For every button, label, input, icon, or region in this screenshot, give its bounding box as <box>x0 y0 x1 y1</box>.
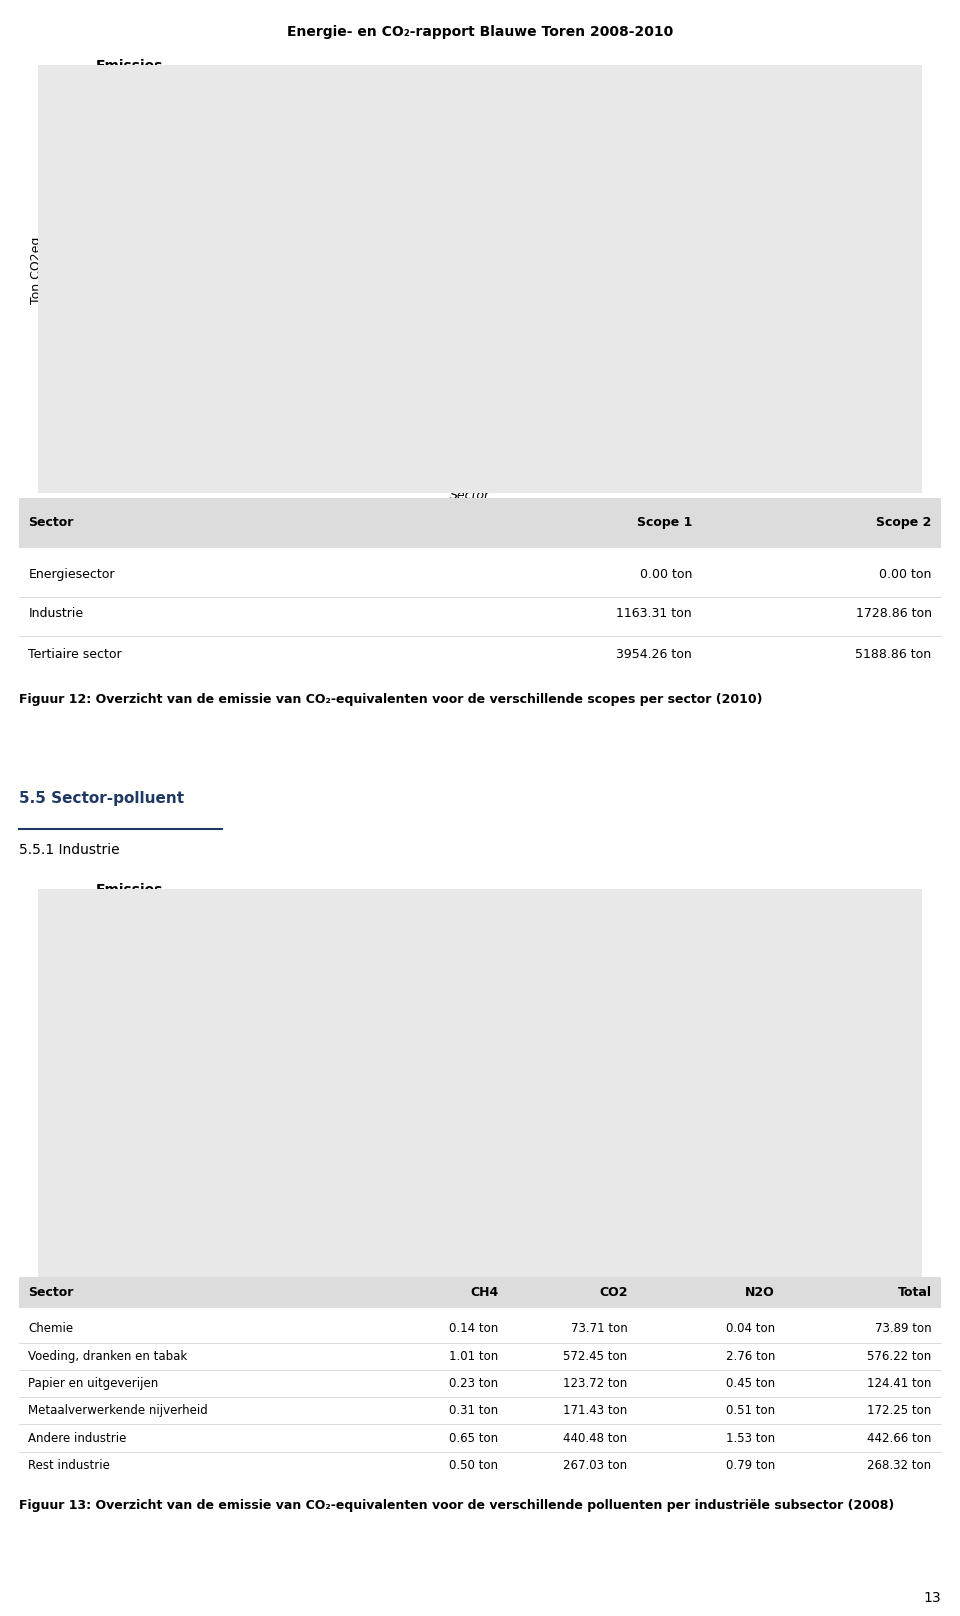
Text: 123.72 ton: 123.72 ton <box>564 1377 628 1390</box>
Bar <box>435 1147 459 1204</box>
Text: Andere industrie: Andere industrie <box>603 1225 690 1235</box>
Text: Metaalverwerkende nijverheid: Metaalverwerkende nijverheid <box>29 1404 208 1417</box>
Bar <box>388 1147 412 1204</box>
Text: 2.76 ton: 2.76 ton <box>726 1349 775 1362</box>
Text: Figuur 13: Overzicht van de emissie van CO₂-equivalenten voor de verschillende p: Figuur 13: Overzicht van de emissie van … <box>19 1500 895 1513</box>
X-axis label: Sector: Sector <box>450 1243 491 1256</box>
Text: N2O: N2O <box>745 1286 775 1299</box>
Text: 0.65 ton: 0.65 ton <box>449 1432 498 1445</box>
Bar <box>470 359 559 461</box>
Bar <box>271 941 295 1204</box>
Bar <box>154 1170 177 1204</box>
Bar <box>635 226 723 461</box>
Text: 3954.26 ton: 3954.26 ton <box>616 648 692 661</box>
Text: 5.5.1 Industrie: 5.5.1 Industrie <box>19 842 120 856</box>
Text: 0.14 ton: 0.14 ton <box>449 1322 498 1335</box>
Text: 267.03 ton: 267.03 ton <box>564 1459 628 1472</box>
Text: Figuur 12: Overzicht van de emissie van CO₂-equivalenten voor de verschillende s: Figuur 12: Overzicht van de emissie van … <box>19 693 762 706</box>
Legend: CH4, CO2, N2O, Total: CH4, CO2, N2O, Total <box>641 911 716 992</box>
Bar <box>787 1081 811 1204</box>
Text: Scope 2: Scope 2 <box>876 516 931 528</box>
Bar <box>740 1081 764 1204</box>
Text: Rest industrie: Rest industrie <box>728 1246 800 1256</box>
Text: 1.53 ton: 1.53 ton <box>726 1432 775 1445</box>
Text: 171.43 ton: 171.43 ton <box>564 1404 628 1417</box>
Bar <box>382 391 470 461</box>
Text: Papier en uitgeverijen: Papier en uitgeverijen <box>29 1377 158 1390</box>
Text: 1.01 ton: 1.01 ton <box>449 1349 498 1362</box>
FancyBboxPatch shape <box>19 498 941 548</box>
Text: 442.66 ton: 442.66 ton <box>867 1432 931 1445</box>
Text: Chemie: Chemie <box>157 1225 197 1235</box>
Bar <box>506 1125 529 1204</box>
Text: 0.23 ton: 0.23 ton <box>449 1377 498 1390</box>
Text: CO2: CO2 <box>599 1286 628 1299</box>
Text: 73.71 ton: 73.71 ton <box>570 1322 628 1335</box>
Y-axis label: Ton CO2eq: Ton CO2eq <box>42 1021 56 1088</box>
Text: 440.48 ton: 440.48 ton <box>564 1432 628 1445</box>
Text: Total: Total <box>898 1286 931 1299</box>
Text: Industrie: Industrie <box>29 606 84 621</box>
Text: 172.25 ton: 172.25 ton <box>867 1404 931 1417</box>
Text: Voeding, dranken en tabak: Voeding, dranken en tabak <box>224 1246 365 1256</box>
Text: 1163.31 ton: 1163.31 ton <box>616 606 692 621</box>
Text: 0.45 ton: 0.45 ton <box>726 1377 775 1390</box>
Text: 0.00 ton: 0.00 ton <box>639 567 692 580</box>
Text: 0.04 ton: 0.04 ton <box>726 1322 775 1335</box>
Bar <box>201 1170 224 1204</box>
Bar <box>670 1000 693 1204</box>
Text: 73.89 ton: 73.89 ton <box>875 1322 931 1335</box>
Bar <box>723 152 811 461</box>
FancyBboxPatch shape <box>19 1277 941 1309</box>
Text: CH4: CH4 <box>470 1286 498 1299</box>
Text: 0.00 ton: 0.00 ton <box>879 567 931 580</box>
Bar <box>623 1002 646 1204</box>
Legend: Scope 1, Scope 2: Scope 1, Scope 2 <box>641 87 736 129</box>
Text: 0.50 ton: 0.50 ton <box>449 1459 498 1472</box>
Text: 572.45 ton: 572.45 ton <box>564 1349 628 1362</box>
Text: Emissies: Emissies <box>96 882 163 897</box>
Text: 13: 13 <box>924 1592 941 1605</box>
Text: 0.51 ton: 0.51 ton <box>726 1404 775 1417</box>
Text: Energiesector: Energiesector <box>29 567 115 580</box>
Bar <box>318 939 342 1204</box>
Text: Sector: Sector <box>29 1286 74 1299</box>
Text: 5188.86 ton: 5188.86 ton <box>855 648 931 661</box>
Text: Papier en uitgeverijen: Papier en uitgeverijen <box>354 1225 469 1235</box>
Text: Scope 1: Scope 1 <box>636 516 692 528</box>
Text: 576.22 ton: 576.22 ton <box>867 1349 931 1362</box>
Text: Sector: Sector <box>29 516 74 528</box>
Text: 1728.86 ton: 1728.86 ton <box>855 606 931 621</box>
Text: Emissies: Emissies <box>96 58 163 73</box>
Text: Chemie: Chemie <box>29 1322 74 1335</box>
Text: Tertiaire sector: Tertiaire sector <box>29 648 122 661</box>
Text: Voeding, dranken en tabak: Voeding, dranken en tabak <box>29 1349 187 1362</box>
Text: Energie- en CO₂-rapport Blauwe Toren 2008-2010: Energie- en CO₂-rapport Blauwe Toren 200… <box>287 24 673 39</box>
Text: 5.5 Sector-polluent: 5.5 Sector-polluent <box>19 790 184 805</box>
Text: 0.31 ton: 0.31 ton <box>449 1404 498 1417</box>
Text: Andere industrie: Andere industrie <box>29 1432 127 1445</box>
Text: 0.79 ton: 0.79 ton <box>726 1459 775 1472</box>
Text: 124.41 ton: 124.41 ton <box>867 1377 931 1390</box>
X-axis label: Sector: Sector <box>450 488 491 503</box>
Text: Rest industrie: Rest industrie <box>29 1459 110 1472</box>
Text: 268.32 ton: 268.32 ton <box>868 1459 931 1472</box>
Y-axis label: Ton CO2eq: Ton CO2eq <box>31 238 43 304</box>
Text: Metaalverwerkende nijverheid: Metaalverwerkende nijverheid <box>450 1246 609 1256</box>
Bar <box>553 1125 576 1204</box>
